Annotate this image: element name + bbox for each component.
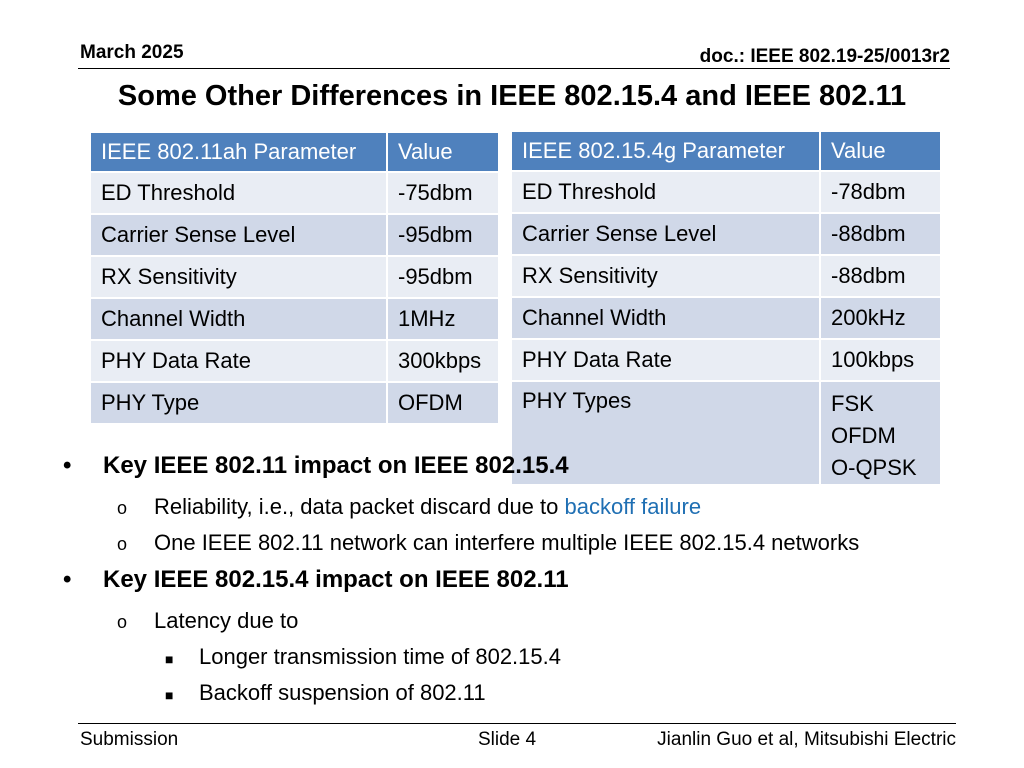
table-row: Channel Width 200kHz — [510, 296, 942, 340]
param-name: PHY Data Rate — [89, 339, 388, 383]
table-header-row: IEEE 802.15.4g Parameter Value — [510, 130, 942, 172]
bullet-2-sub-1: o Latency due to — [117, 608, 298, 634]
bullet-dot-icon: • — [63, 452, 72, 479]
header-divider — [78, 68, 950, 69]
phy-type-oqpsk: O-QPSK — [831, 455, 917, 480]
param-value: 100kbps — [819, 338, 942, 382]
table-row: Carrier Sense Level -88dbm — [510, 212, 942, 256]
bullet-2: • Key IEEE 802.15.4 impact on IEEE 802.11 — [63, 566, 569, 594]
table-row: PHY Data Rate 100kbps — [510, 338, 942, 382]
table-80211ah: IEEE 802.11ah Parameter Value ED Thresho… — [89, 131, 500, 425]
bullet-1: • Key IEEE 802.11 impact on IEEE 802.15.4 — [63, 452, 569, 480]
phy-type-fsk: FSK — [831, 391, 874, 416]
phy-type-ofdm: OFDM — [831, 423, 896, 448]
param-name: Carrier Sense Level — [89, 213, 388, 257]
table-row: PHY Types FSK OFDM O-QPSK — [510, 380, 942, 486]
table-row: ED Threshold -75dbm — [89, 171, 500, 215]
square-bullet-icon: ■ — [165, 651, 174, 667]
table-802154g: IEEE 802.15.4g Parameter Value ED Thresh… — [510, 130, 942, 486]
bullet-2-text: Key IEEE 802.15.4 impact on IEEE 802.11 — [103, 566, 569, 593]
param-value: -88dbm — [819, 212, 942, 256]
bullet-2-subsub-1-text: Longer transmission time of 802.15.4 — [199, 644, 561, 669]
param-name: Carrier Sense Level — [510, 212, 821, 256]
param-value: -95dbm — [386, 213, 500, 257]
param-name: PHY Data Rate — [510, 338, 821, 382]
bullet-1-sub-2-text: One IEEE 802.11 network can interfere mu… — [154, 530, 860, 555]
bullet-dot-icon: • — [63, 566, 72, 593]
bullet-2-subsub-1: ■ Longer transmission time of 802.15.4 — [165, 644, 561, 670]
header-doc-id: doc.: IEEE 802.19-25/0013r2 — [699, 46, 950, 67]
table-row: PHY Type OFDM — [89, 381, 500, 425]
table-header-cell: Value — [819, 130, 942, 172]
param-value: 1MHz — [386, 297, 500, 341]
bullet-1-text: Key IEEE 802.11 impact on IEEE 802.15.4 — [103, 452, 569, 479]
param-value: -75dbm — [386, 171, 500, 215]
param-value-list: FSK OFDM O-QPSK — [819, 380, 942, 486]
param-value: -88dbm — [819, 254, 942, 298]
slide-title: Some Other Differences in IEEE 802.15.4 … — [117, 80, 907, 112]
circle-bullet-icon: o — [117, 612, 128, 632]
param-value: 300kbps — [386, 339, 500, 383]
param-value: 200kHz — [819, 296, 942, 340]
footer-slide-number: Slide 4 — [478, 729, 537, 750]
square-bullet-icon: ■ — [165, 687, 174, 703]
param-name: Channel Width — [510, 296, 821, 340]
footer-submission: Submission — [80, 729, 179, 750]
param-value: OFDM — [386, 381, 500, 425]
table-row: ED Threshold -78dbm — [510, 170, 942, 214]
table-header-cell: IEEE 802.11ah Parameter — [89, 131, 388, 173]
table-row: RX Sensitivity -88dbm — [510, 254, 942, 298]
param-name: RX Sensitivity — [510, 254, 821, 298]
param-value: -78dbm — [819, 170, 942, 214]
param-name: RX Sensitivity — [89, 255, 388, 299]
bullet-2-subsub-2: ■ Backoff suspension of 802.11 — [165, 680, 486, 706]
param-name: PHY Types — [510, 380, 821, 486]
bullet-2-sub-1-text: Latency due to — [154, 608, 299, 633]
param-name: ED Threshold — [510, 170, 821, 214]
bullet-1-sub-1: o Reliability, i.e., data packet discard … — [117, 494, 701, 520]
header-date: March 2025 — [80, 42, 184, 63]
footer-divider — [78, 723, 956, 724]
table-header-row: IEEE 802.11ah Parameter Value — [89, 131, 500, 173]
table-header-cell: Value — [386, 131, 500, 173]
footer-author: Jianlin Guo et al, Mitsubishi Electric — [657, 729, 956, 750]
bullet-1-sub-1-text: Reliability, i.e., data packet discard d… — [154, 494, 565, 519]
bullet-1-sub-2: o One IEEE 802.11 network can interfere m… — [117, 530, 859, 556]
table-row: Carrier Sense Level -95dbm — [89, 213, 500, 257]
bullet-2-subsub-2-text: Backoff suspension of 802.11 — [199, 680, 486, 705]
param-name: PHY Type — [89, 381, 388, 425]
param-name: ED Threshold — [89, 171, 388, 215]
backoff-failure-link: backoff failure — [564, 494, 702, 519]
table-row: PHY Data Rate 300kbps — [89, 339, 500, 383]
circle-bullet-icon: o — [117, 498, 128, 518]
circle-bullet-icon: o — [117, 534, 128, 554]
table-header-cell: IEEE 802.15.4g Parameter — [510, 130, 821, 172]
table-row: Channel Width 1MHz — [89, 297, 500, 341]
table-row: RX Sensitivity -95dbm — [89, 255, 500, 299]
param-value: -95dbm — [386, 255, 500, 299]
param-name: Channel Width — [89, 297, 388, 341]
